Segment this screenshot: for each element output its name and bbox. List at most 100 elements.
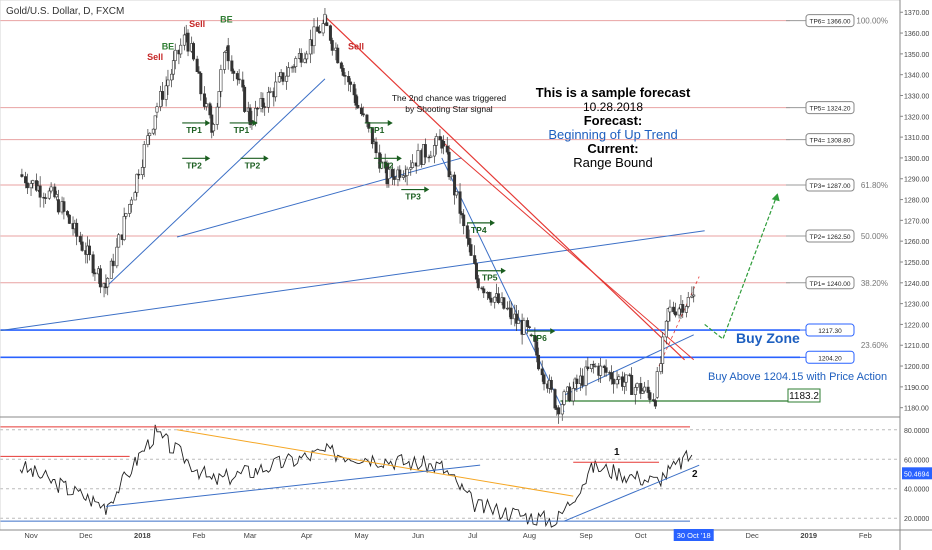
candle-body [509, 307, 513, 320]
candle-body [423, 144, 427, 158]
candle-body [584, 366, 588, 386]
candle-body [652, 399, 656, 401]
candle-body [684, 306, 688, 313]
candle-body [133, 192, 137, 201]
tp-marker-arrowhead [205, 155, 211, 162]
osc-tick-label: 80.0000 [904, 428, 929, 435]
candle-body [449, 174, 453, 178]
candle-body [111, 260, 115, 267]
trendline-up-1 [105, 78, 326, 288]
candle-body [562, 391, 566, 405]
candle-body [192, 43, 196, 60]
time-tick-label: May [354, 531, 368, 540]
candle-body [237, 78, 241, 81]
tp-marker-arrowhead [252, 119, 258, 126]
level-tag-text: 1217.30 [818, 328, 842, 335]
candle-body [537, 354, 541, 370]
candle-body [502, 297, 506, 309]
osc-trendline-blue-2 [563, 464, 700, 522]
candle-body [235, 73, 239, 80]
level-tag-box [805, 323, 855, 337]
price-tick-label: 1210.00 [904, 343, 929, 350]
tp-marker-arrowhead [396, 155, 402, 162]
level-tag-box [805, 178, 855, 192]
candle-body [173, 49, 177, 61]
tp-marker-arrowhead [489, 219, 495, 226]
signal-label: BE [220, 15, 233, 25]
price-tick-label: 1220.00 [904, 322, 929, 329]
candle-body [666, 308, 670, 322]
candle-body [542, 374, 546, 385]
tp-marker-arrowhead [550, 328, 556, 335]
candle-body [230, 60, 234, 72]
shooting-star-note-line-1: The 2nd chance was triggered [392, 93, 507, 103]
candle-body [316, 26, 320, 32]
price-pane: TP6= 1366.00 TP5= 1324.20 TP4= 1308.80 TP3=… [0, 8, 888, 424]
price-tick-label: 1200.00 [904, 364, 929, 371]
candle-body [593, 365, 597, 368]
signal-label: Sell [348, 42, 364, 52]
candle-body [370, 128, 374, 145]
candle-body [330, 40, 334, 51]
candle-body [378, 152, 382, 169]
osc-tick-label: 20.0000 [904, 516, 929, 523]
osc-current-box [902, 467, 932, 480]
osc-tick-label: 60.0000 [904, 457, 929, 464]
candle-body [476, 278, 480, 289]
candle-body [438, 136, 442, 141]
candle-body [285, 75, 289, 82]
candle-body [35, 180, 39, 191]
candle-body [529, 334, 533, 337]
shooting-star-note: The 2nd chance was triggered by Shooting… [392, 93, 507, 114]
candle-body [20, 174, 24, 177]
candle-body [668, 306, 672, 313]
forecast-line-1: This is a sample forecast [536, 85, 691, 100]
candle-body [535, 341, 539, 356]
price-tick-label: 1350.00 [904, 52, 929, 59]
candle-body [352, 84, 356, 96]
price-tick-label: 1290.00 [904, 177, 929, 184]
candle-body [568, 386, 572, 402]
candle-body [467, 237, 471, 245]
candle-body [243, 86, 247, 112]
candle-body [610, 372, 614, 380]
time-tick-label: 30 Oct '18 [677, 531, 711, 540]
tp-marker-label: TP1 [369, 125, 385, 135]
candle-body [474, 263, 478, 280]
price-tick-label: 1240.00 [904, 281, 929, 288]
candle-body [25, 182, 29, 189]
candle-body [78, 236, 82, 243]
price-tick-label: 1180.00 [904, 406, 929, 413]
candle-body [482, 288, 486, 294]
candle-body [308, 39, 312, 55]
price-tick-label: 1320.00 [904, 114, 929, 121]
buy-zone-label: Buy Zone [736, 330, 800, 346]
osc-trendline-blue [105, 464, 481, 507]
level-tag-text: TP2= 1262.50 [809, 234, 850, 241]
candle-body [659, 363, 663, 372]
candle-body [473, 255, 477, 264]
candle-body [453, 174, 457, 196]
candle-body [208, 103, 212, 116]
candles [20, 8, 696, 424]
candle-body [142, 144, 146, 168]
candle-body [117, 234, 121, 248]
candle-body [55, 194, 59, 198]
candle-body [153, 115, 157, 130]
candle-body [653, 400, 657, 407]
candle-body [124, 213, 128, 217]
candle-body [589, 363, 593, 369]
candle-body [128, 204, 132, 214]
candle-body [248, 107, 252, 125]
time-tick-label: Sep [579, 531, 592, 540]
osc-label-2: 2 [692, 469, 698, 480]
candle-body [135, 173, 139, 193]
candle-body [66, 211, 70, 216]
tp-marker-label: TP5 [482, 273, 498, 283]
candle-body [106, 278, 110, 288]
buy-above-label: Buy Above 1204.15 with Price Action [708, 371, 887, 383]
signal-label: Sell [147, 52, 163, 62]
candle-body [197, 71, 201, 74]
forecast-line-2: 10.28.2018 [583, 100, 643, 114]
